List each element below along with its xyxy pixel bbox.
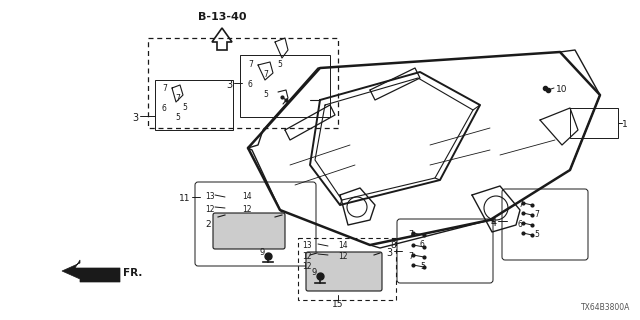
Text: 2: 2 — [205, 220, 211, 229]
Text: 12: 12 — [302, 252, 312, 261]
Text: 3: 3 — [132, 113, 138, 123]
Text: 9: 9 — [260, 248, 265, 257]
Text: 12: 12 — [205, 205, 214, 214]
Text: 5: 5 — [277, 60, 282, 69]
Text: 11: 11 — [179, 194, 190, 203]
Text: 6: 6 — [420, 240, 425, 249]
Text: 7: 7 — [248, 60, 253, 69]
Text: 5: 5 — [420, 262, 425, 271]
Text: 7: 7 — [408, 230, 413, 239]
Text: 7: 7 — [263, 70, 268, 79]
Text: 7: 7 — [408, 252, 413, 261]
Text: 6: 6 — [248, 80, 253, 89]
Text: 4: 4 — [491, 218, 497, 228]
Bar — [155, 80, 233, 130]
Text: 7: 7 — [518, 200, 523, 209]
Bar — [298, 238, 396, 300]
Text: 12: 12 — [338, 252, 348, 261]
Text: 12: 12 — [302, 262, 312, 271]
Polygon shape — [212, 28, 232, 50]
Text: 7: 7 — [175, 94, 180, 103]
Bar — [148, 38, 338, 128]
Text: FR.: FR. — [123, 268, 142, 278]
Text: 3: 3 — [386, 248, 392, 258]
Text: TX64B3800A: TX64B3800A — [580, 303, 630, 312]
Text: 6: 6 — [518, 220, 523, 229]
Text: 6: 6 — [162, 104, 167, 113]
Text: 14: 14 — [338, 241, 348, 250]
Text: 9: 9 — [312, 268, 317, 277]
Text: 12: 12 — [242, 205, 252, 214]
Bar — [240, 55, 330, 117]
Text: B-13-40: B-13-40 — [198, 12, 246, 22]
Text: 7: 7 — [534, 210, 539, 219]
Text: 5: 5 — [175, 113, 180, 122]
Text: 15: 15 — [332, 300, 344, 309]
Polygon shape — [62, 260, 120, 282]
Text: 7: 7 — [162, 84, 167, 93]
Text: 5: 5 — [182, 103, 187, 112]
Text: 13: 13 — [205, 192, 214, 201]
Text: 5: 5 — [263, 90, 268, 99]
Text: 5: 5 — [534, 230, 539, 239]
Text: 10: 10 — [556, 85, 568, 94]
FancyBboxPatch shape — [306, 252, 382, 291]
Text: 13: 13 — [302, 241, 312, 250]
Text: 1: 1 — [622, 120, 628, 129]
Text: 14: 14 — [242, 192, 252, 201]
Bar — [570, 108, 618, 138]
FancyBboxPatch shape — [213, 213, 285, 249]
Text: 3: 3 — [226, 80, 232, 90]
Text: 8: 8 — [390, 241, 396, 250]
